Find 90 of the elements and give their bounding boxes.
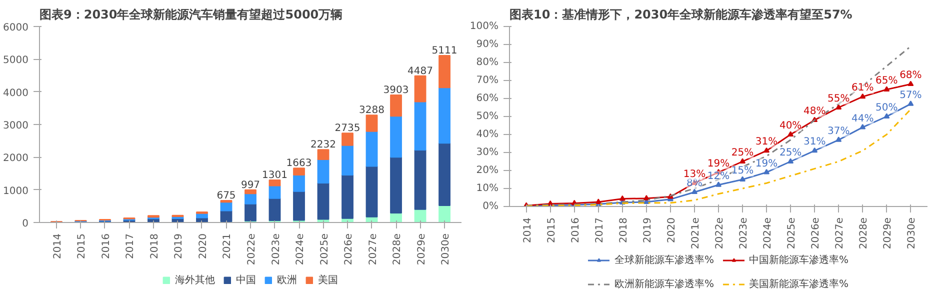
x-tick-label: 2017 <box>594 217 606 243</box>
x-tick-label: 2024e <box>295 233 306 266</box>
x-tick-label: 2019 <box>642 217 654 243</box>
y-tick-label: 1000 <box>3 186 29 197</box>
x-tick-label: 2023e <box>270 233 282 266</box>
legend-label: 欧洲新能源车渗透率% <box>614 278 714 291</box>
data-label: 57% <box>900 90 922 101</box>
total-label: 675 <box>216 190 236 202</box>
data-label: 19% <box>755 158 778 170</box>
x-tick-label: 2028e <box>392 233 404 266</box>
data-label: 12% <box>707 170 730 182</box>
x-tick-label: 2016 <box>570 217 582 243</box>
x-tick-label: 2024e <box>762 217 774 250</box>
chart-title: 图表9：2030年全球新能源汽车销量有望超过5000万辆 <box>40 8 343 22</box>
x-tick-label: 2018 <box>618 217 630 243</box>
total-label: 2232 <box>310 140 336 151</box>
x-tick-label: 2016 <box>100 233 112 259</box>
total-label: 3288 <box>359 105 384 116</box>
x-tick-label: 2014 <box>522 217 534 243</box>
legend-label: 海外其他 <box>175 274 215 287</box>
y-tick-label: 70% <box>476 75 499 86</box>
x-tick-label: 2027e <box>368 233 379 266</box>
legend-label: 中国新能源车渗透率% <box>749 254 849 267</box>
x-tick-label: 2017 <box>125 233 136 259</box>
data-label: 37% <box>828 126 850 137</box>
x-tick-label: 2015 <box>546 217 558 243</box>
y-tick-label: 6000 <box>3 22 29 34</box>
data-label: 19% <box>707 158 730 170</box>
y-tick-label: 100% <box>470 21 499 32</box>
y-tick-label: 90% <box>476 39 499 50</box>
x-tick-label: 2026e <box>344 233 355 266</box>
y-tick-label: 4000 <box>3 88 29 99</box>
x-tick-label: 2029e <box>882 217 894 250</box>
x-tick-label: 2023e <box>738 217 750 250</box>
y-tick-label: 3000 <box>3 120 29 132</box>
x-tick-label: 2030e <box>440 233 452 266</box>
x-tick-label: 2030e <box>906 217 918 250</box>
y-tick-label: 0% <box>482 201 499 212</box>
data-label: 31% <box>803 136 826 148</box>
data-label: 25% <box>731 148 754 158</box>
x-tick-label: 2020 <box>198 233 209 259</box>
data-label: 48% <box>803 106 826 118</box>
y-tick-label: 40% <box>476 129 499 140</box>
x-tick-label: 2027e <box>834 217 846 250</box>
y-tick-label: 2000 <box>3 153 29 164</box>
x-tick-label: 2014 <box>52 233 64 259</box>
y-tick-label: 30% <box>476 147 499 158</box>
x-tick-label: 2019 <box>174 233 185 259</box>
y-tick-label: 80% <box>476 57 499 68</box>
data-label: 61% <box>852 82 874 94</box>
legend-label: 美国新能源车渗透率% <box>749 278 849 291</box>
data-label: 25% <box>779 148 802 158</box>
x-tick-label: 2022e <box>714 217 726 250</box>
data-label: 55% <box>828 94 850 104</box>
legend-label: 欧洲 <box>277 274 297 287</box>
x-tick-label: 2026e <box>810 217 822 250</box>
y-tick-label: 5000 <box>3 55 29 66</box>
x-tick-label: 2021e <box>690 217 702 250</box>
data-label: 44% <box>852 113 874 124</box>
y-tick-label: 60% <box>476 93 499 104</box>
x-tick-label: 2020 <box>666 217 678 243</box>
data-label: 68% <box>900 70 922 82</box>
total-label: 3903 <box>383 85 409 96</box>
data-label: 15% <box>731 166 754 176</box>
data-label: 40% <box>779 120 802 132</box>
y-tick-label: 50% <box>476 111 499 122</box>
legend-label: 中国 <box>236 274 256 287</box>
total-label: 4487 <box>408 66 433 77</box>
legend-label: 美国 <box>318 274 338 287</box>
total-label: 1301 <box>262 170 288 181</box>
x-tick-label: 2025e <box>319 233 330 266</box>
total-label: 5111 <box>432 46 458 57</box>
data-label: 65% <box>876 76 898 86</box>
y-tick-label: 20% <box>476 165 499 176</box>
total-label: 2735 <box>334 123 360 134</box>
x-tick-label: 2018 <box>149 233 160 259</box>
y-tick-label: 10% <box>476 183 499 194</box>
data-label: 31% <box>755 136 778 148</box>
legend-label: 全球新能源车渗透率% <box>614 254 714 267</box>
x-tick-label: 2029e <box>416 233 428 266</box>
total-label: 1663 <box>286 158 312 170</box>
data-label: 50% <box>876 102 898 114</box>
x-tick-label: 2028e <box>858 217 870 250</box>
total-label: 997 <box>240 180 260 191</box>
chart-title: 图表10：基准情形下，2030年全球新能源车渗透率有望至57% <box>510 8 852 22</box>
x-tick-label: 2015 <box>76 233 88 259</box>
x-tick-label: 2022e <box>246 233 258 266</box>
x-tick-label: 2021 <box>222 233 234 259</box>
x-tick-label: 2025e <box>786 217 798 250</box>
y-tick-label: 0 <box>22 218 29 230</box>
